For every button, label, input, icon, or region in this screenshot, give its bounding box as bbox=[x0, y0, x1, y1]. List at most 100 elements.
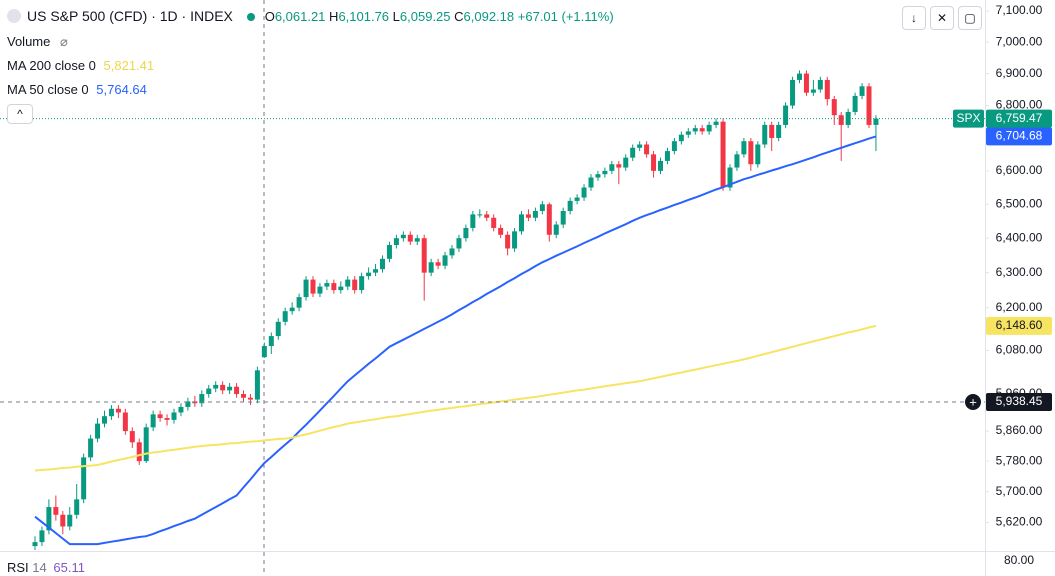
ma-label-bg bbox=[986, 316, 1052, 335]
down-button[interactable]: ↓ bbox=[902, 6, 926, 30]
collapse-button[interactable]: ^ bbox=[7, 104, 33, 124]
candle-body bbox=[373, 269, 379, 273]
candle-body bbox=[254, 370, 260, 400]
y-tick-label: 5,620.00 bbox=[996, 515, 1043, 529]
candle-body bbox=[560, 211, 566, 225]
candle-body bbox=[407, 234, 413, 242]
candle-body bbox=[484, 214, 490, 218]
candle-body bbox=[227, 386, 233, 391]
candle-body bbox=[310, 279, 316, 294]
header: US S&P 500 (CFD) · 1D · INDEX O6,061.21 … bbox=[7, 8, 614, 24]
y-tick-label: 6,300.00 bbox=[996, 265, 1043, 279]
candle-body bbox=[776, 124, 782, 138]
y-tick-label: 6,400.00 bbox=[996, 230, 1043, 244]
candle-body bbox=[400, 234, 406, 239]
candle-body bbox=[331, 283, 337, 291]
candle-body bbox=[845, 111, 851, 125]
crosshair-label: 5,938.45 bbox=[996, 394, 1043, 408]
candle-body bbox=[588, 177, 594, 188]
collapse-panes-button[interactable]: ✕ bbox=[930, 6, 954, 30]
candle-body bbox=[720, 121, 726, 188]
candle-body bbox=[498, 227, 504, 235]
rsi-legend: RSI 14 65.11 bbox=[7, 560, 85, 575]
candle-body bbox=[247, 397, 253, 400]
candle-body bbox=[803, 73, 809, 93]
ohlc-value: 6,059.25 bbox=[399, 9, 451, 24]
candle-body bbox=[762, 124, 768, 145]
crosshair-add-icon[interactable] bbox=[965, 393, 981, 410]
candle-body bbox=[630, 147, 636, 158]
hidden-icon: ⌀ bbox=[60, 34, 68, 49]
candle-body bbox=[741, 141, 747, 155]
candle-body bbox=[866, 86, 872, 125]
candle-body bbox=[859, 86, 865, 96]
y-tick-label: 6,200.00 bbox=[996, 300, 1043, 314]
candle-body bbox=[421, 238, 427, 273]
candle-body bbox=[220, 384, 226, 391]
legend-volume[interactable]: Volume ⌀ bbox=[7, 34, 68, 50]
y-tick-label: 6,900.00 bbox=[996, 66, 1043, 80]
candle-body bbox=[81, 457, 87, 500]
legend-value: 5,821.41 bbox=[103, 58, 155, 73]
candle-body bbox=[873, 118, 879, 125]
candle-body bbox=[171, 412, 177, 420]
candle-body bbox=[602, 170, 608, 175]
candle-body bbox=[664, 151, 670, 161]
legend-value: 5,764.64 bbox=[96, 82, 147, 97]
candle-body bbox=[734, 154, 740, 168]
maximize-button[interactable]: ▢ bbox=[958, 6, 982, 30]
candle-body bbox=[817, 79, 823, 90]
y-tick-label: 7,000.00 bbox=[996, 34, 1043, 48]
candle-body bbox=[380, 258, 385, 270]
candle-body bbox=[671, 141, 677, 152]
candle-body bbox=[386, 245, 392, 259]
symbol-label: SPX bbox=[956, 111, 980, 125]
ma-last-label: 6,148.60 bbox=[996, 318, 1043, 332]
candle-body bbox=[178, 406, 184, 413]
candle-body bbox=[115, 408, 121, 413]
candle-body bbox=[46, 507, 52, 531]
candle-body bbox=[102, 416, 107, 424]
candle-body bbox=[428, 262, 434, 273]
candle-body bbox=[261, 346, 267, 358]
candle-body bbox=[831, 99, 837, 116]
candle-body bbox=[74, 499, 80, 515]
candle-body bbox=[359, 276, 365, 291]
candle-body bbox=[150, 414, 156, 428]
ohlc-value: 6,061.21 bbox=[274, 9, 326, 24]
crosshair-label-bg bbox=[986, 392, 1052, 411]
candle-body bbox=[797, 73, 802, 80]
candle-body bbox=[609, 164, 615, 171]
candle-body bbox=[699, 128, 705, 132]
candle-body bbox=[129, 431, 135, 443]
candle-body bbox=[136, 442, 142, 462]
candle-body bbox=[727, 167, 733, 188]
legend-ma50[interactable]: MA 50 close 0 5,764.64 bbox=[7, 82, 147, 97]
candle-body bbox=[317, 286, 323, 294]
candle-body bbox=[783, 105, 789, 125]
status-dot bbox=[246, 13, 255, 21]
candle-body bbox=[491, 217, 497, 228]
y-tick-label: 6,080.00 bbox=[996, 343, 1043, 357]
candle-body bbox=[810, 89, 816, 93]
candle-body bbox=[706, 124, 712, 132]
candle-body bbox=[595, 174, 601, 178]
candle-body bbox=[838, 115, 844, 125]
y-tick-label: 7,100.00 bbox=[996, 3, 1043, 17]
candle-body bbox=[268, 336, 274, 347]
candle-body bbox=[456, 238, 462, 249]
candle-body bbox=[692, 128, 698, 132]
rsi-name: RSI bbox=[7, 560, 29, 575]
candle-body bbox=[345, 279, 351, 287]
symbol[interactable]: US S&P 500 (CFD) · 1D · INDEX bbox=[27, 8, 233, 24]
candle-body bbox=[435, 262, 441, 266]
candle-body bbox=[546, 204, 552, 235]
candle-body bbox=[88, 438, 94, 458]
ohlc-key: C bbox=[454, 9, 464, 24]
candle-body bbox=[755, 144, 761, 165]
candle-body bbox=[60, 514, 66, 527]
ma-label-bg bbox=[986, 127, 1052, 146]
legend-ma200[interactable]: MA 200 close 0 5,821.41 bbox=[7, 58, 154, 73]
candle-body bbox=[32, 542, 38, 547]
